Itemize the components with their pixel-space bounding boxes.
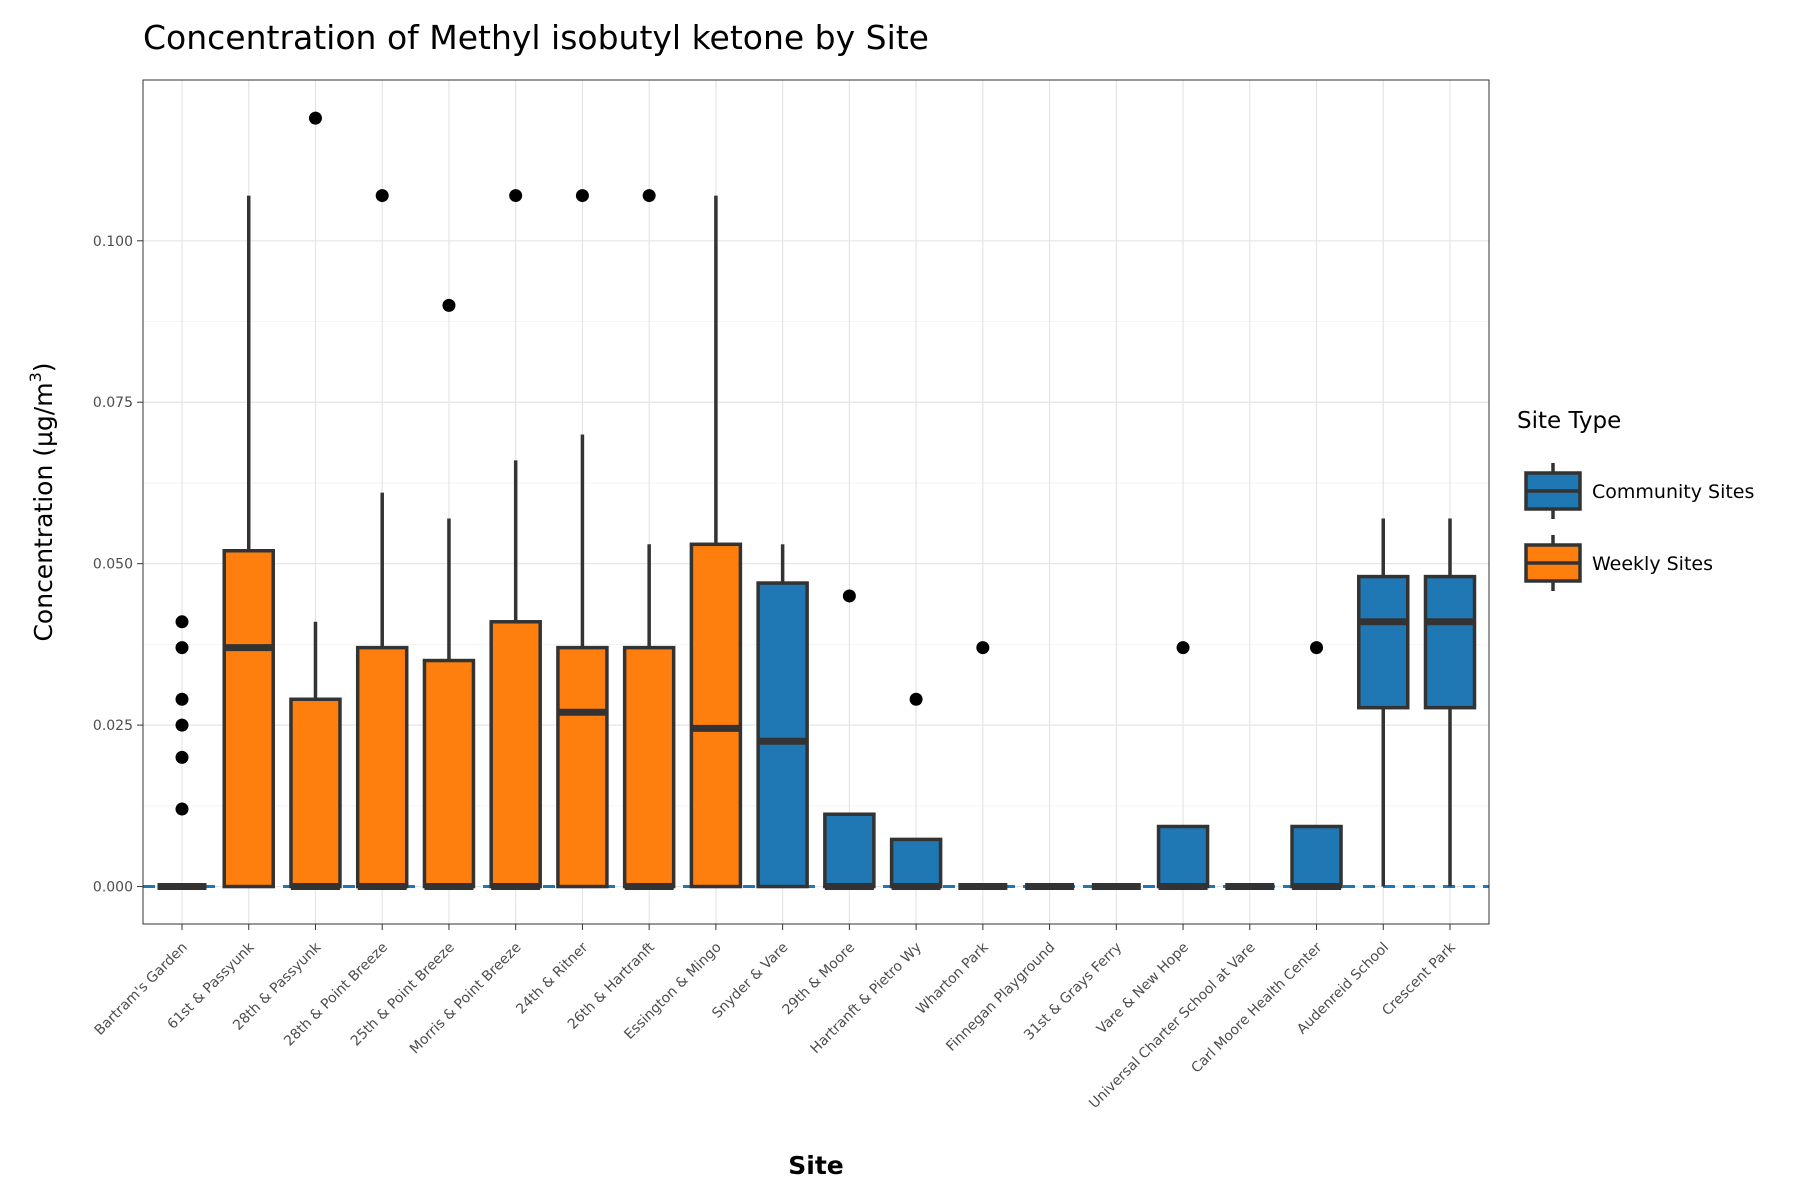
box-body [756,581,809,889]
outlier-point-3-0 [375,189,389,203]
outlier-point-2-0 [308,111,322,125]
outlier-point-12-0 [976,641,990,655]
box-body [1357,574,1410,710]
grid-lines [143,80,1489,924]
y-axis-label-superscript: 3 [26,372,45,382]
outlier-point-11-0 [909,692,923,706]
legend-entries: Community Sites Weekly Sites [1524,463,1754,591]
legend-entry-0: Community Sites [1524,463,1754,519]
box-11 [889,837,943,891]
plot-panel-border [142,79,1490,925]
box-7 [622,544,676,891]
box-body [622,645,676,889]
outlier-point-5-0 [509,189,523,203]
y-tick-label-1: 0.025 [93,718,133,734]
box-body [1423,574,1477,710]
box-1 [222,195,275,889]
box-body [289,697,342,889]
outlier-point-6-0 [575,189,589,203]
y-axis: 0.000 0.025 0.050 0.075 0.100 [93,234,143,896]
box-body [1290,824,1343,889]
box-body [889,837,943,889]
x-axis-label: Site [788,1151,843,1180]
outlier-point-0-5 [175,802,189,816]
y-tick-label-3: 0.075 [93,395,133,411]
x-tick-label-13: Finnegan Playground [943,940,1058,1055]
x-tick-label-5: Morris & Point Breeze [407,940,525,1058]
y-axis-label: Concentration (µg/m3) [26,362,58,641]
outlier-point-17-0 [1310,641,1324,655]
box-body [489,620,542,889]
box-8 [689,195,743,889]
box-4 [422,518,476,891]
x-tick-label-11: Hartranft & Pietro Wy [808,940,925,1057]
outlier-point-15-0 [1176,641,1190,655]
chart-title: Concentration of Methyl isobutyl ketone … [143,18,929,57]
y-tick-label-0: 0.000 [93,880,133,896]
legend-label-1: Weekly Sites [1592,553,1713,575]
outlier-point-0-4 [175,750,189,764]
box-5 [489,460,542,891]
x-tick-label-17: Carl Moore Health Center [1188,939,1325,1076]
box-18 [1357,518,1410,887]
box-body [1156,824,1210,889]
box-17 [1290,824,1343,891]
outlier-point-0-2 [175,692,189,706]
legend: Site Type Community Sites Weekly Sites [1517,408,1754,591]
outlier-point-0-3 [175,718,189,732]
box-15 [1156,824,1210,891]
box-10 [823,812,876,891]
outlier-point-0-0 [175,615,189,629]
outlier-point-4-0 [442,298,456,312]
box-body [556,645,609,889]
outlier-point-0-1 [175,641,189,655]
y-tick-label-4: 0.100 [93,234,133,250]
legend-entry-1: Weekly Sites [1524,535,1713,591]
box-3 [355,492,409,891]
y-axis-label-suffix: ) [29,362,58,372]
box-9 [756,544,809,889]
legend-title: Site Type [1517,408,1621,434]
box-body [823,812,876,889]
box-body [355,645,409,889]
y-axis-label-main: Concentration (µg/m [29,382,58,641]
y-tick-label-2: 0.050 [93,557,133,573]
outliers-group [175,111,1324,816]
box-19 [1423,518,1477,887]
box-2 [289,621,342,891]
box-body [222,549,275,889]
boxes-group [157,195,1477,891]
outlier-point-10-0 [842,589,856,603]
legend-label-0: Community Sites [1592,481,1754,503]
box-6 [556,434,609,889]
box-body [422,658,476,889]
box-body [689,542,743,889]
outlier-point-7-0 [642,189,656,203]
